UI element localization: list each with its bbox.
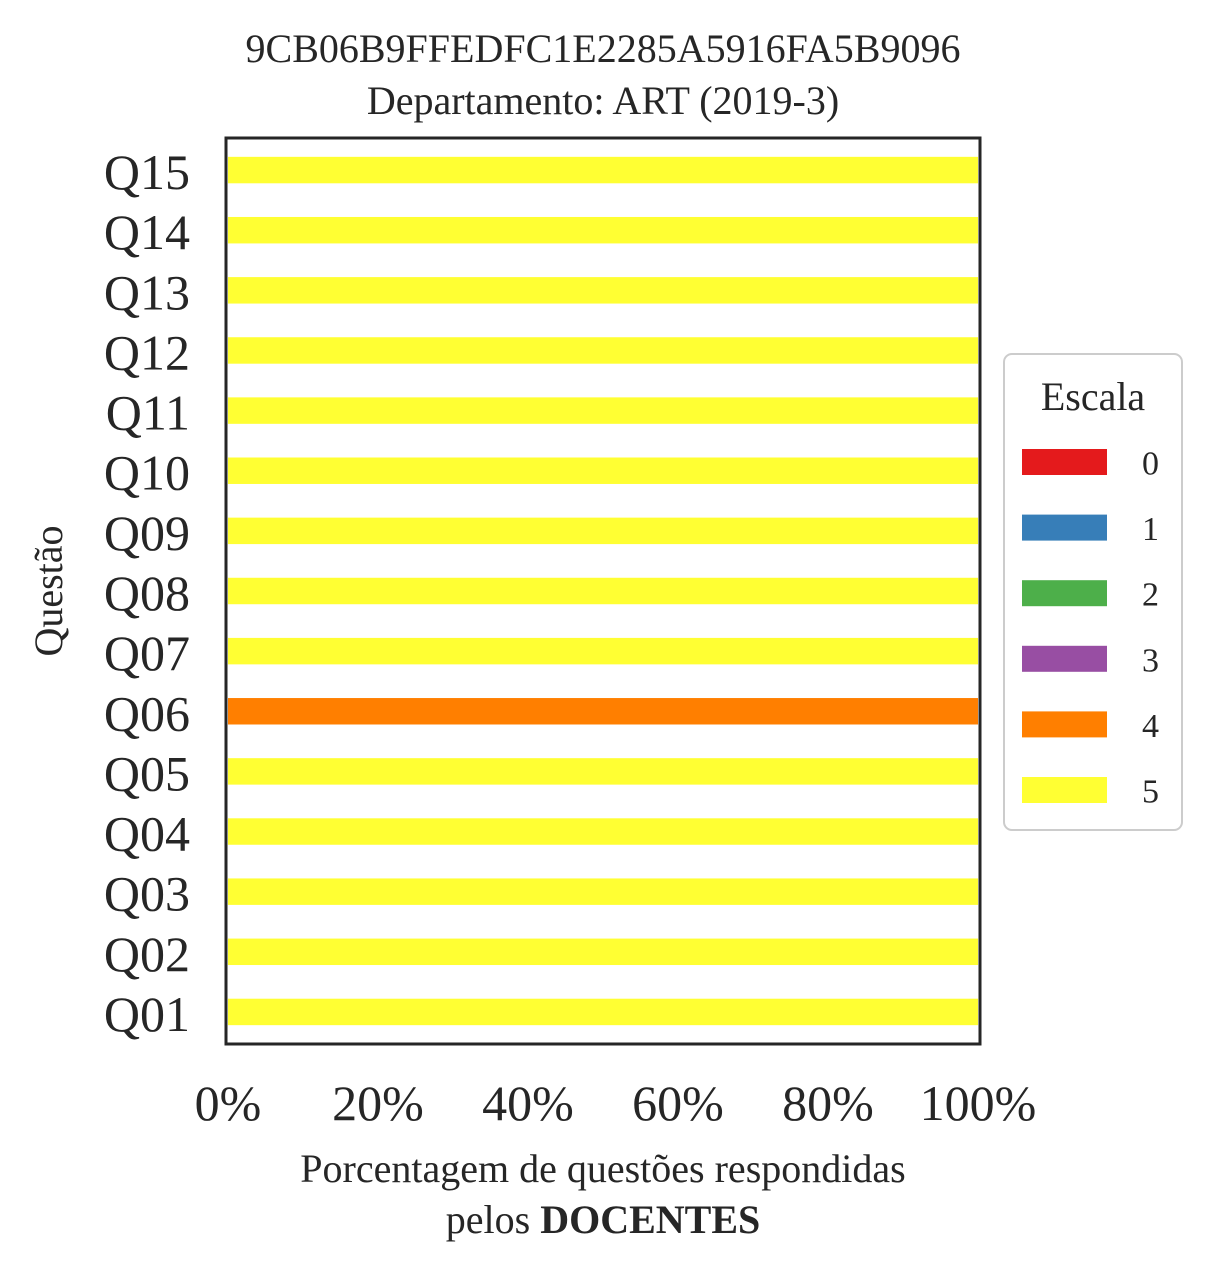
bar-q10-scale-5 (228, 457, 978, 484)
bar-q03-scale-5 (228, 878, 978, 905)
x-axis-label-bold: DOCENTES (540, 1197, 760, 1242)
bar-q12-scale-5 (228, 337, 978, 364)
plot-frame (224, 136, 982, 1046)
bar-q01-scale-5 (228, 998, 978, 1026)
y-tick-labels: Q01Q02Q03Q04Q05Q06Q07Q08Q09Q10Q11Q12Q13Q… (104, 144, 190, 1042)
bar-q04-scale-5 (228, 818, 978, 845)
y-tick-q13: Q13 (104, 264, 190, 320)
bar-q02-scale-5 (228, 938, 978, 966)
x-axis-label-line1: Porcentagem de questões respondidas (300, 1146, 905, 1191)
y-tick-q03: Q03 (104, 866, 190, 922)
legend-swatch-5 (1022, 777, 1107, 803)
bar-q14-scale-5 (228, 216, 978, 244)
y-tick-q06: Q06 (104, 685, 190, 741)
legend-swatch-1 (1022, 514, 1107, 541)
y-tick-q02: Q02 (104, 926, 190, 982)
bar-q09-scale-5 (228, 517, 978, 545)
legend-label-2: 2 (1142, 577, 1159, 614)
chart-title: 9CB06B9FFEDFC1E2285A5916FA5B9096 (246, 26, 961, 71)
bars-group (228, 156, 978, 1026)
bar-q13-scale-5 (228, 277, 978, 304)
legend-label-5: 5 (1142, 774, 1159, 811)
y-tick-q09: Q09 (104, 505, 190, 561)
bar-q08-scale-5 (228, 577, 978, 605)
legend-label-1: 1 (1142, 511, 1159, 548)
bar-q11-scale-5 (228, 397, 978, 424)
legend-label-3: 3 (1142, 642, 1159, 679)
x-axis-label-line2: pelos DOCENTES (446, 1197, 761, 1242)
x-axis-label-plain: pelos (446, 1197, 540, 1242)
bar-q07-scale-5 (228, 637, 978, 665)
bar-q05-scale-5 (228, 758, 978, 785)
x-tick-100: 100% (920, 1075, 1037, 1131)
y-tick-q01: Q01 (104, 986, 190, 1042)
legend: Escala 0 1 2 3 4 5 (1003, 353, 1183, 831)
x-tick-0: 0% (195, 1075, 262, 1131)
legend-swatch-0 (1022, 449, 1107, 475)
y-tick-q11: Q11 (106, 385, 190, 441)
y-tick-q12: Q12 (104, 324, 190, 380)
legend-swatch-4 (1022, 711, 1107, 738)
x-tick-40: 40% (482, 1075, 574, 1131)
y-axis-label: Questão (26, 525, 71, 656)
y-tick-q05: Q05 (104, 745, 190, 801)
y-tick-q10: Q10 (104, 445, 190, 501)
bar-q06-scale-4 (228, 698, 978, 725)
x-tick-20: 20% (332, 1075, 424, 1131)
legend-label-4: 4 (1142, 708, 1159, 745)
legend-items: 0 1 2 3 4 5 (1022, 446, 1159, 811)
legend-label-0: 0 (1142, 446, 1159, 483)
y-tick-q15: Q15 (104, 144, 190, 200)
chart-subtitle: Departamento: ART (2019-3) (367, 78, 839, 123)
legend-swatch-3 (1022, 645, 1107, 672)
legend-title: Escala (1041, 374, 1146, 419)
bar-q15-scale-5 (228, 156, 978, 184)
y-tick-q14: Q14 (104, 204, 190, 260)
y-tick-q08: Q08 (104, 565, 190, 621)
x-tick-labels: 0% 20% 40% 60% 80% 100% (195, 1075, 1037, 1131)
x-tick-60: 60% (632, 1075, 724, 1131)
legend-swatch-2 (1022, 580, 1107, 607)
x-tick-80: 80% (782, 1075, 874, 1131)
y-tick-q04: Q04 (104, 806, 190, 862)
y-tick-q07: Q07 (104, 625, 190, 681)
